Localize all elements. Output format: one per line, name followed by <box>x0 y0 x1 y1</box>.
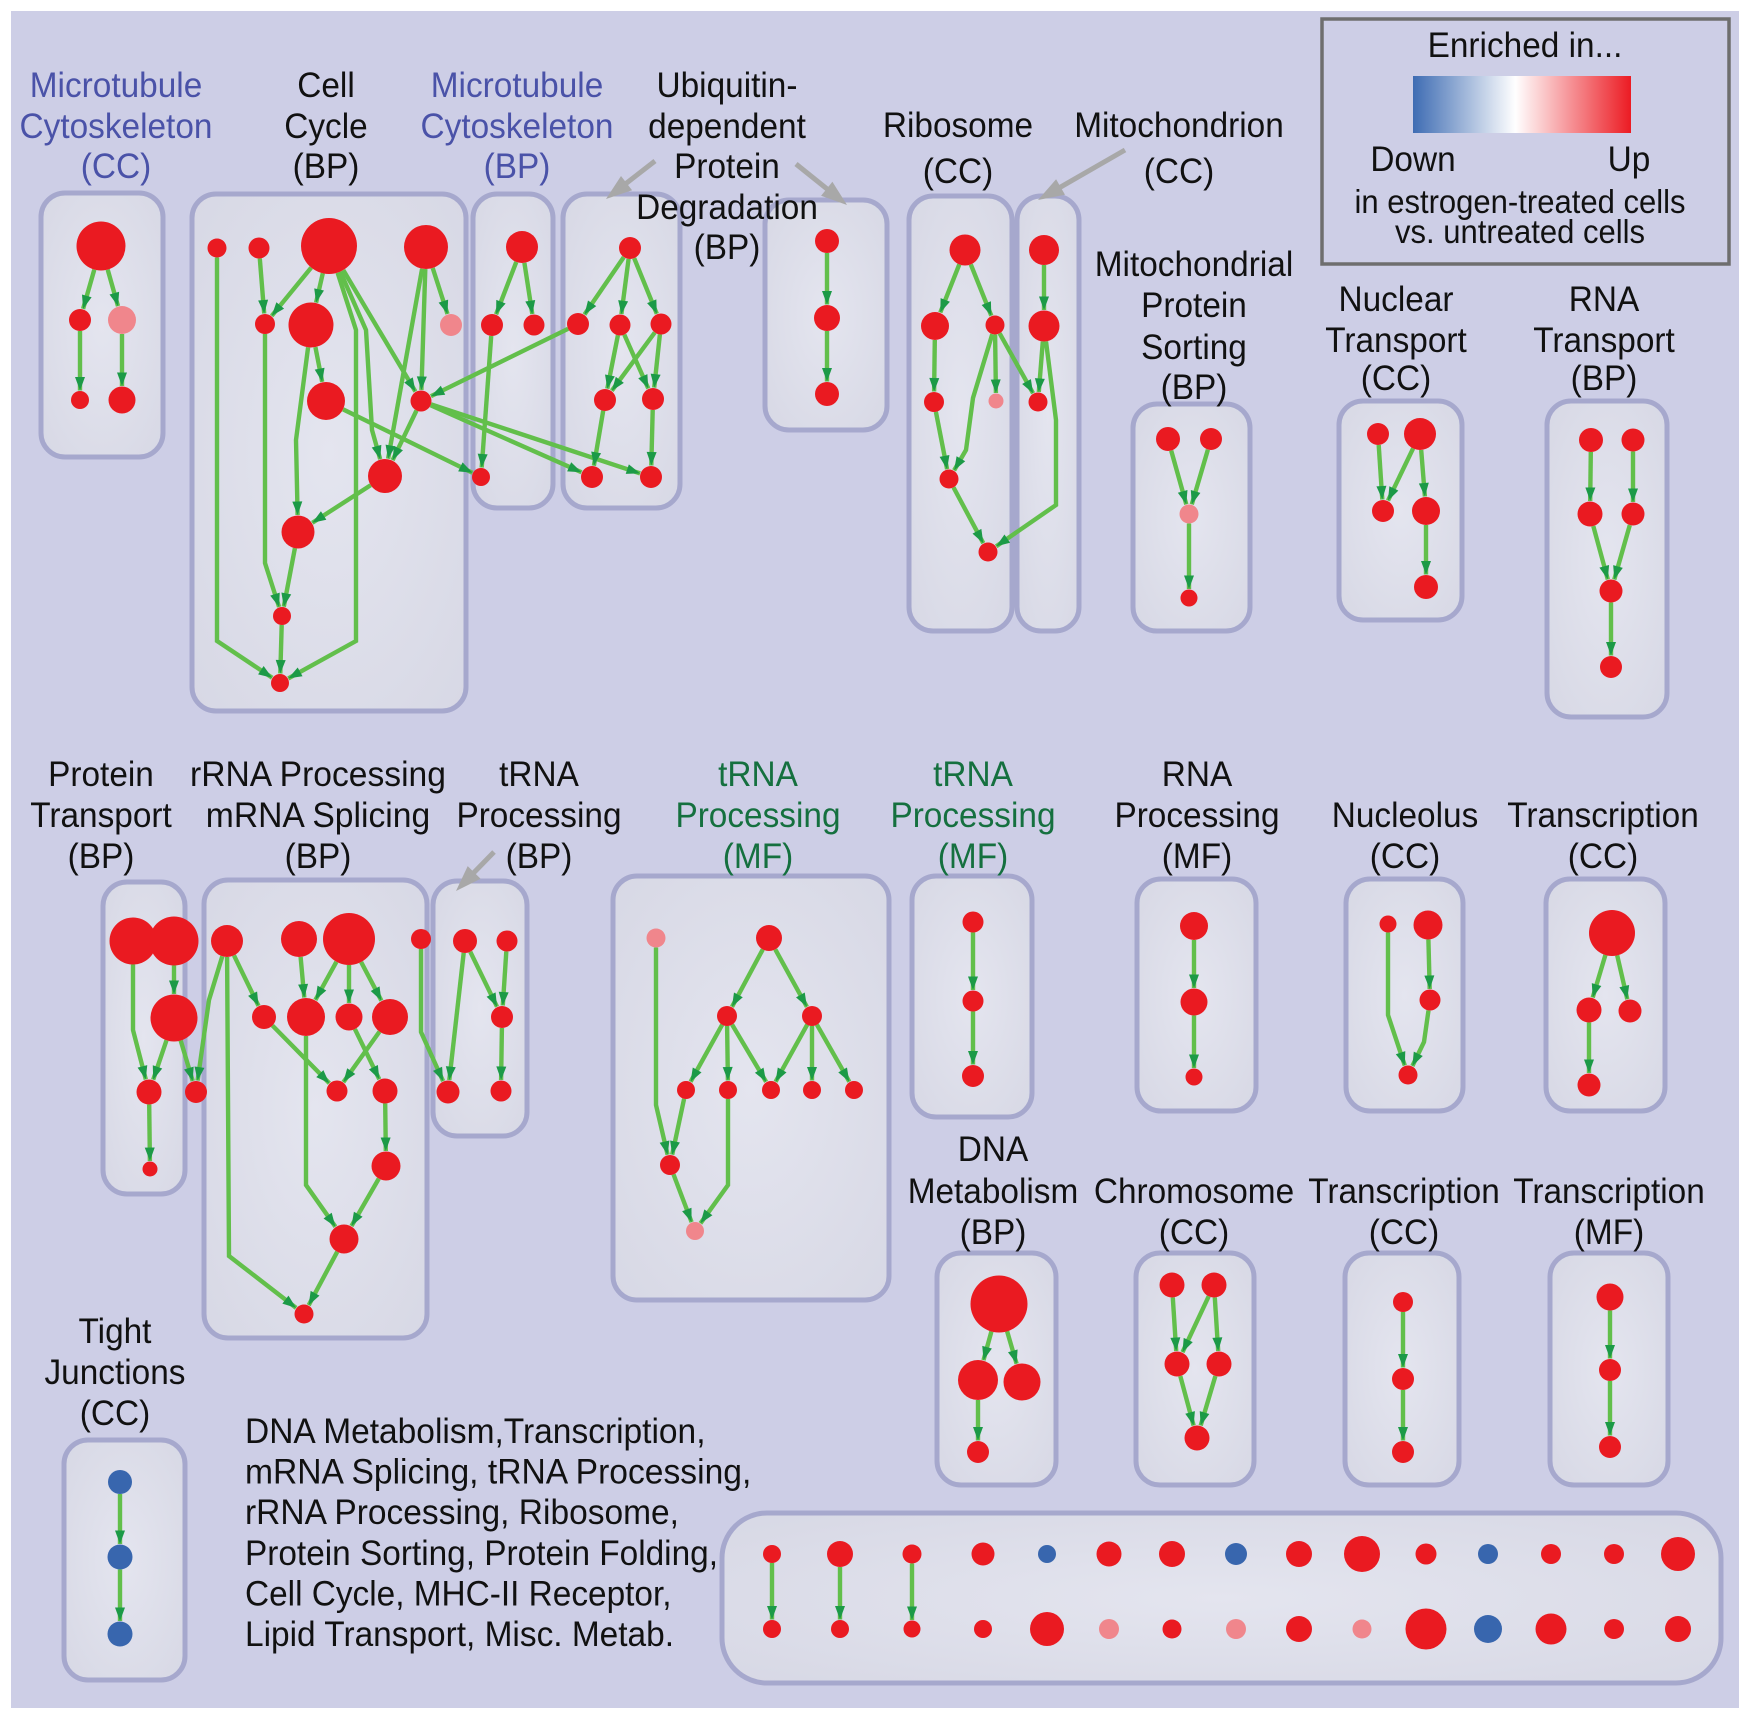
svg-text:(MF): (MF) <box>938 836 1008 876</box>
svg-text:mRNA Splicing: mRNA Splicing <box>206 795 430 835</box>
svg-text:Ribosome: Ribosome <box>883 105 1033 145</box>
svg-text:Protein Sorting, Protein Foldi: Protein Sorting, Protein Folding, <box>245 1533 718 1573</box>
svg-text:(CC): (CC) <box>923 151 993 191</box>
svg-text:Transport: Transport <box>1325 320 1467 360</box>
svg-text:mRNA Splicing, tRNA Processing: mRNA Splicing, tRNA Processing, <box>245 1452 751 1492</box>
svg-text:vs. untreated cells: vs. untreated cells <box>1395 213 1645 250</box>
svg-text:tRNA: tRNA <box>499 754 579 794</box>
svg-text:Down: Down <box>1370 139 1455 179</box>
svg-text:(BP): (BP) <box>694 227 761 267</box>
svg-text:Transport: Transport <box>30 795 172 835</box>
svg-text:(BP): (BP) <box>285 836 352 876</box>
svg-text:Processing: Processing <box>890 795 1055 835</box>
svg-text:(BP): (BP) <box>1161 367 1228 407</box>
svg-text:Transcription: Transcription <box>1507 795 1699 835</box>
svg-text:RNA: RNA <box>1162 754 1233 794</box>
svg-text:rRNA Processing, Ribosome,: rRNA Processing, Ribosome, <box>245 1492 679 1532</box>
svg-text:Nuclear: Nuclear <box>1339 279 1454 319</box>
svg-text:Protein: Protein <box>1141 285 1247 325</box>
svg-text:Degradation: Degradation <box>636 187 818 227</box>
svg-text:Sorting: Sorting <box>1141 327 1247 367</box>
svg-text:Chromosome: Chromosome <box>1094 1171 1294 1211</box>
svg-text:DNA Metabolism,Transcription,: DNA Metabolism,Transcription, <box>245 1411 706 1451</box>
svg-text:(CC): (CC) <box>1370 836 1440 876</box>
svg-text:(BP): (BP) <box>293 146 360 186</box>
svg-text:Protein: Protein <box>48 754 154 794</box>
svg-text:(CC): (CC) <box>1369 1212 1439 1252</box>
svg-text:Processing: Processing <box>675 795 840 835</box>
svg-text:(CC): (CC) <box>1144 151 1214 191</box>
svg-text:Lipid Transport, Misc. Metab.: Lipid Transport, Misc. Metab. <box>245 1614 674 1654</box>
svg-text:(BP): (BP) <box>484 146 551 186</box>
svg-text:Enriched in...: Enriched in... <box>1428 25 1623 65</box>
svg-text:(BP): (BP) <box>960 1212 1027 1252</box>
svg-text:(CC): (CC) <box>80 1393 150 1433</box>
svg-text:Cytoskeleton: Cytoskeleton <box>20 106 213 146</box>
svg-text:Mitochondrial: Mitochondrial <box>1095 244 1294 284</box>
svg-text:(CC): (CC) <box>1361 358 1431 398</box>
svg-text:(BP): (BP) <box>506 836 573 876</box>
svg-text:(MF): (MF) <box>723 836 793 876</box>
svg-text:RNA: RNA <box>1569 279 1640 319</box>
svg-text:DNA: DNA <box>958 1129 1029 1169</box>
svg-text:rRNA Processing: rRNA Processing <box>190 754 446 794</box>
svg-text:Metabolism: Metabolism <box>908 1171 1079 1211</box>
svg-text:tRNA: tRNA <box>718 754 798 794</box>
svg-text:(BP): (BP) <box>68 836 135 876</box>
svg-text:Processing: Processing <box>1114 795 1279 835</box>
svg-text:Transport: Transport <box>1533 320 1675 360</box>
svg-text:(CC): (CC) <box>81 146 151 186</box>
svg-text:(MF): (MF) <box>1574 1212 1644 1252</box>
svg-text:dependent: dependent <box>648 106 806 146</box>
svg-text:(MF): (MF) <box>1162 836 1232 876</box>
svg-text:Junctions: Junctions <box>45 1352 186 1392</box>
svg-text:Microtubule: Microtubule <box>30 65 203 105</box>
svg-text:tRNA: tRNA <box>933 754 1013 794</box>
svg-text:Mitochondrion: Mitochondrion <box>1074 105 1284 145</box>
svg-text:Cell: Cell <box>297 65 355 105</box>
svg-text:Nucleolus: Nucleolus <box>1332 795 1479 835</box>
svg-text:Transcription: Transcription <box>1513 1171 1705 1211</box>
svg-text:Microtubule: Microtubule <box>431 65 604 105</box>
svg-text:Cycle: Cycle <box>284 106 367 146</box>
svg-text:(CC): (CC) <box>1568 836 1638 876</box>
svg-text:Transcription: Transcription <box>1308 1171 1500 1211</box>
svg-text:in estrogen-treated cells: in estrogen-treated cells <box>1354 183 1685 220</box>
svg-text:Cell Cycle, MHC-II Receptor,: Cell Cycle, MHC-II Receptor, <box>245 1573 672 1613</box>
svg-text:Protein: Protein <box>674 146 780 186</box>
svg-text:Processing: Processing <box>456 795 621 835</box>
svg-text:Tight: Tight <box>79 1311 152 1351</box>
svg-text:(BP): (BP) <box>1571 358 1638 398</box>
svg-text:Up: Up <box>1608 139 1651 179</box>
svg-text:Cytoskeleton: Cytoskeleton <box>421 106 614 146</box>
svg-text:(CC): (CC) <box>1159 1212 1229 1252</box>
svg-text:Ubiquitin-: Ubiquitin- <box>657 65 798 105</box>
